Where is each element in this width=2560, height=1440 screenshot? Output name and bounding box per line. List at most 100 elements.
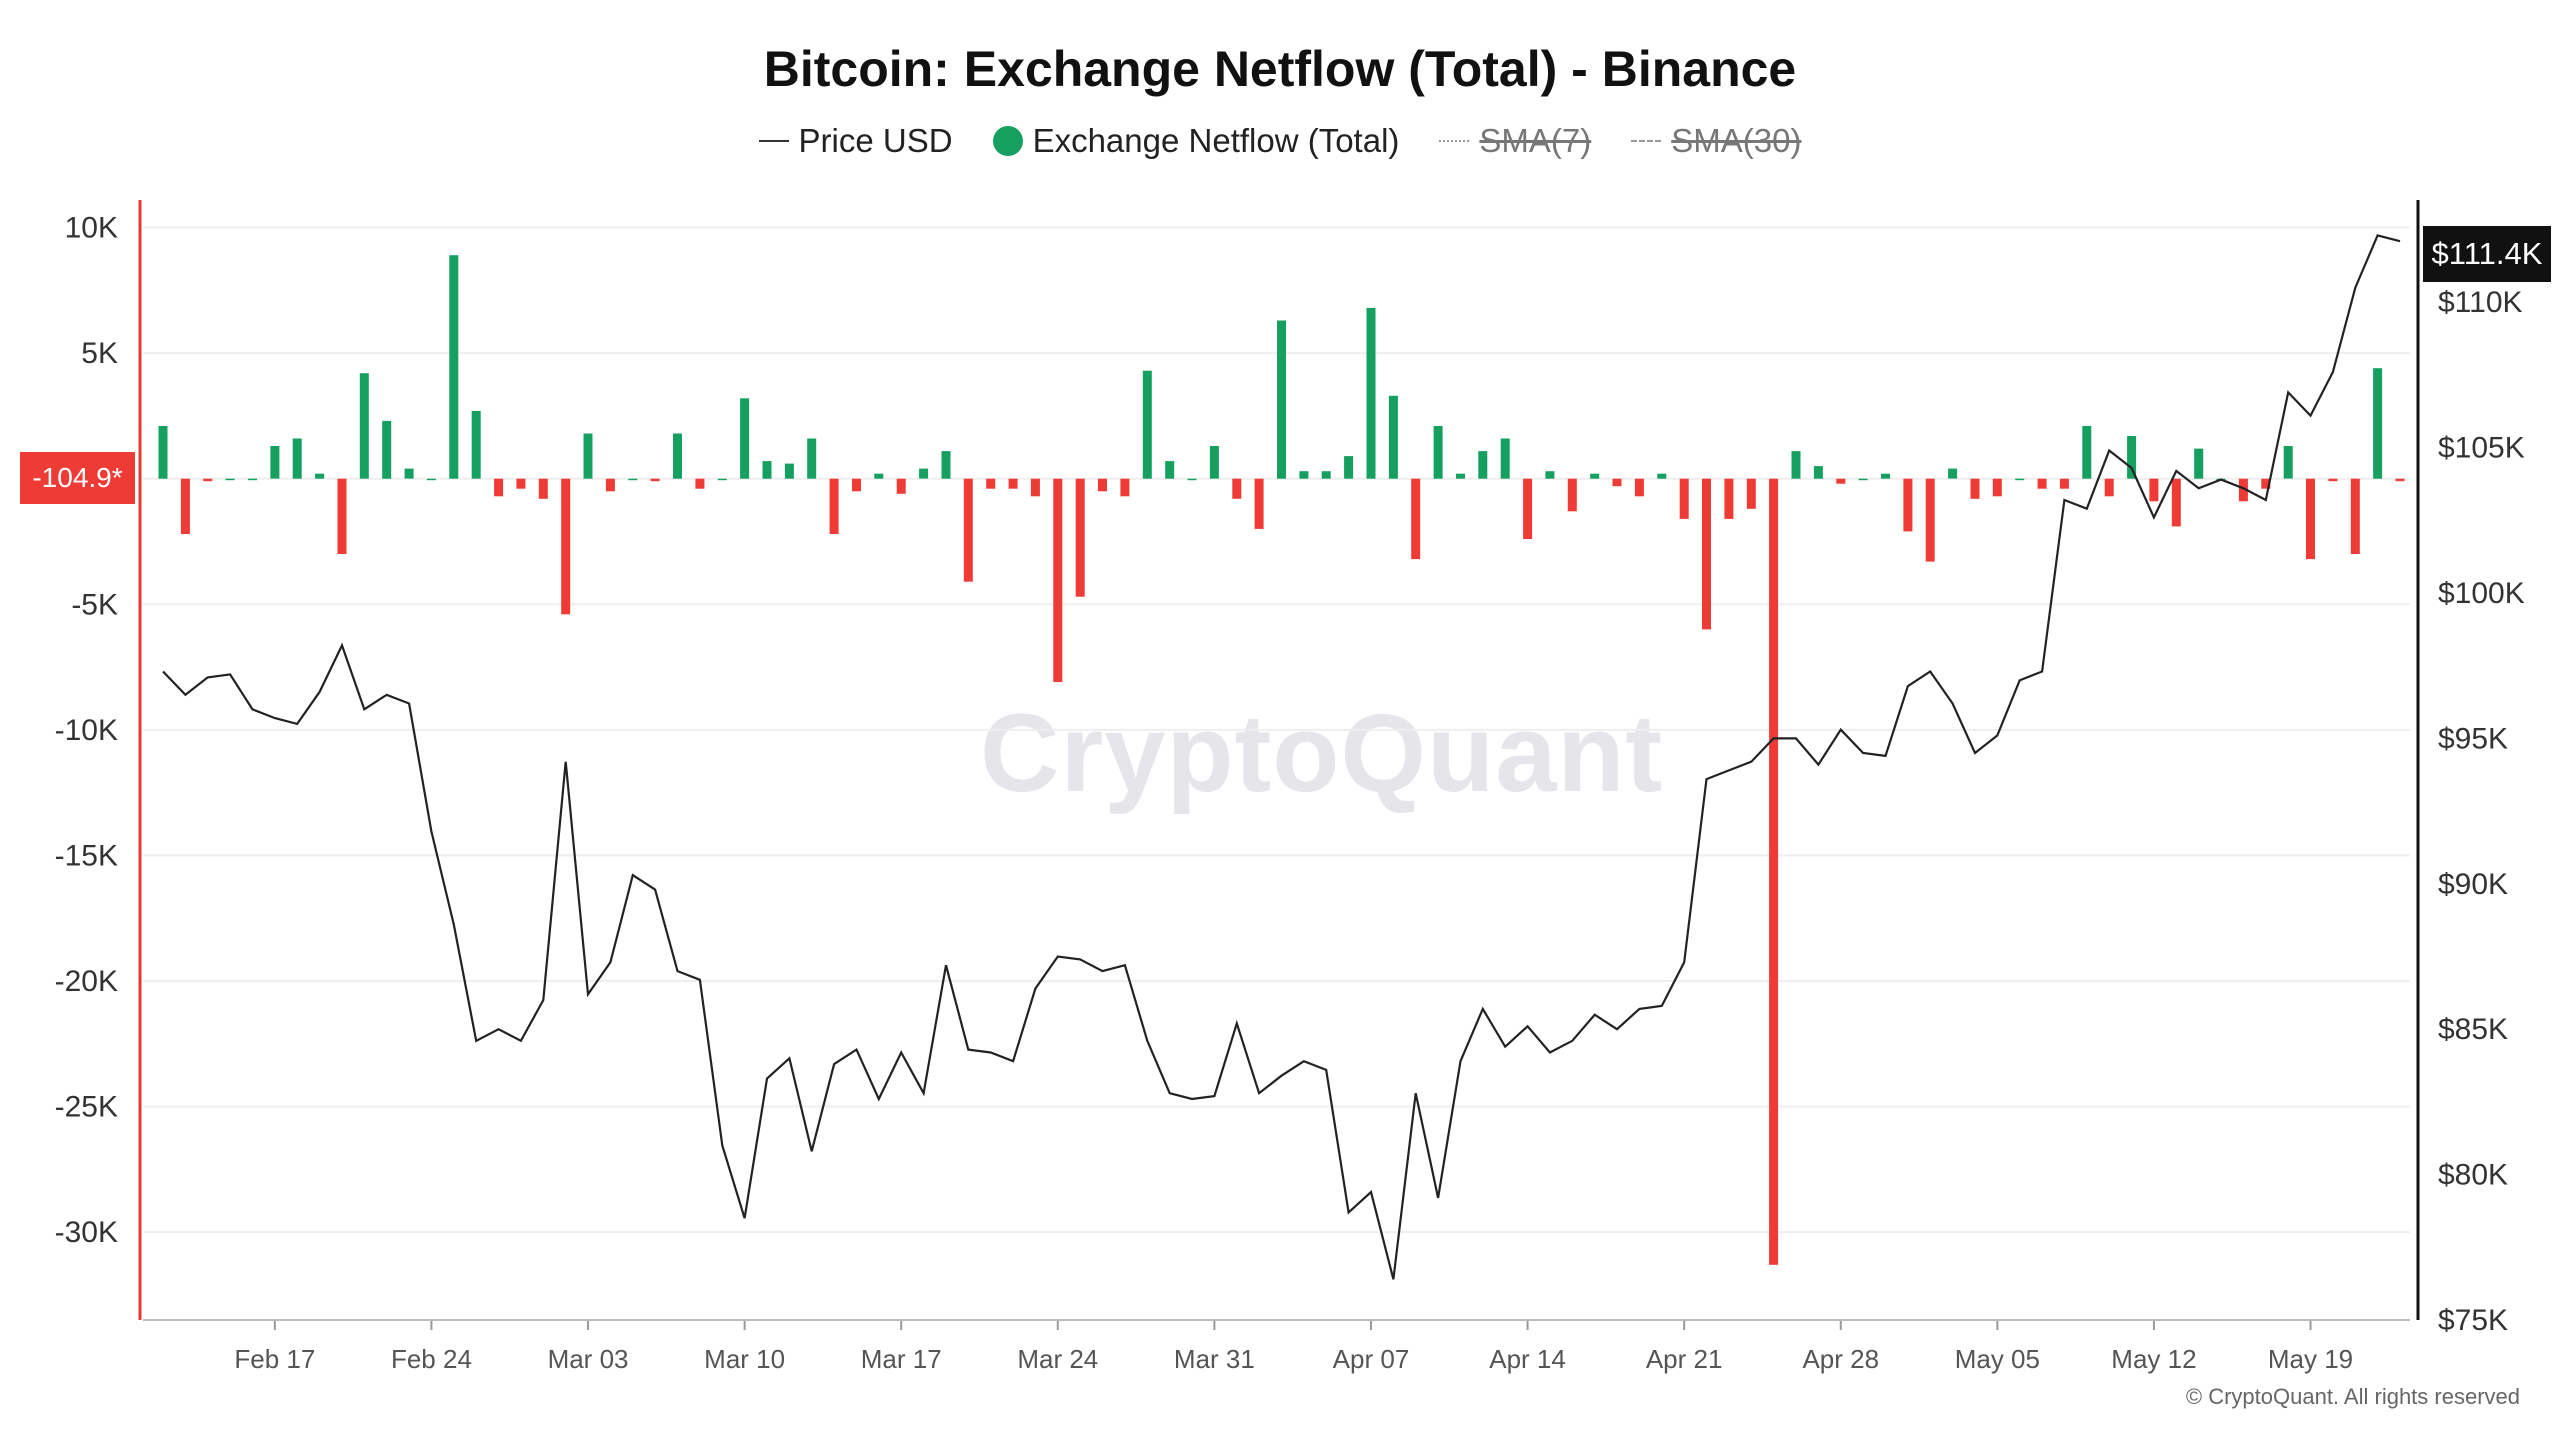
netflow-bar xyxy=(986,478,996,489)
current-netflow-badge: -104.9* xyxy=(20,452,135,504)
netflow-bar xyxy=(2350,478,2360,554)
netflow-bar xyxy=(740,398,750,479)
dashed-line-swatch-icon xyxy=(1631,140,1662,142)
netflow-bar xyxy=(1321,471,1331,479)
x-tick-label: May 05 xyxy=(1955,1344,2040,1374)
price-line-layer xyxy=(162,234,2401,1280)
x-tick-label: Apr 21 xyxy=(1646,1344,1723,1374)
netflow-bar xyxy=(919,468,929,479)
legend-label-price: Price USD xyxy=(798,122,953,159)
y-right-tick-label: $105K xyxy=(2438,432,2525,465)
netflow-bar xyxy=(1344,456,1354,479)
x-tick-label: Feb 24 xyxy=(391,1344,472,1374)
legend-label-sma7: SMA(7) xyxy=(1479,122,1592,159)
x-tick-label: May 12 xyxy=(2111,1344,2196,1374)
axes xyxy=(138,200,2420,1330)
legend-item-sma7[interactable]: SMA(7) xyxy=(1439,122,1591,160)
netflow-bar xyxy=(1881,473,1890,479)
netflow-bar xyxy=(2306,478,2315,560)
y-left-tick-label: 5K xyxy=(81,337,118,370)
price-line xyxy=(162,234,2401,1280)
netflow-bar xyxy=(762,461,772,479)
x-tick-label: May 19 xyxy=(2268,1344,2353,1374)
legend-label-netflow: Exchange Netflow (Total) xyxy=(1032,122,1400,159)
netflow-bar xyxy=(1254,478,1264,529)
netflow-bar xyxy=(1120,478,1130,497)
legend: Price USD Exchange Netflow (Total) SMA(7… xyxy=(0,122,2560,160)
y-left-tick-label: -5K xyxy=(71,588,118,621)
x-tick-label: Mar 03 xyxy=(548,1344,629,1374)
netflow-bar xyxy=(1746,478,1756,509)
netflow-bar xyxy=(315,473,325,479)
netflow-bar xyxy=(605,478,615,492)
watermark: CryptoQuant xyxy=(980,692,1664,815)
netflow-bar xyxy=(1903,478,1913,532)
netflow-bar xyxy=(1702,478,1711,630)
netflow-bar xyxy=(963,478,973,582)
netflow-bar xyxy=(1634,478,1644,497)
netflow-bar xyxy=(1433,426,1443,479)
netflow-bar xyxy=(2127,436,2137,479)
netflow-bar xyxy=(583,433,593,479)
x-tick-label: Apr 07 xyxy=(1333,1344,1410,1374)
netflow-bar xyxy=(2261,478,2271,489)
legend-item-price[interactable]: Price USD xyxy=(758,122,953,160)
netflow-bar xyxy=(1277,320,1286,479)
netflow-bar xyxy=(1165,461,1175,479)
netflow-bar xyxy=(1411,478,1421,560)
netflow-bar xyxy=(650,478,660,482)
netflow-bar xyxy=(471,410,481,479)
netflow-bar xyxy=(2149,478,2159,502)
netflow-bar xyxy=(1456,473,1465,479)
netflow-bar xyxy=(2238,478,2248,502)
netflow-bar xyxy=(1478,451,1488,479)
netflow-bar xyxy=(2283,446,2293,479)
netflow-bars xyxy=(158,255,2405,1265)
netflow-bar xyxy=(561,478,571,615)
netflow-bar xyxy=(158,426,168,479)
netflow-bar xyxy=(337,478,347,554)
legend-item-sma30[interactable]: SMA(30) xyxy=(1631,122,1801,160)
y-right-tick-label: $90K xyxy=(2438,868,2508,901)
x-tick-label: Mar 10 xyxy=(704,1344,785,1374)
netflow-bar xyxy=(896,478,906,494)
netflow-bar xyxy=(1590,473,1600,479)
netflow-bar xyxy=(2037,478,2047,489)
netflow-bar xyxy=(1098,478,1107,492)
y-left-tick-label: -20K xyxy=(55,965,118,998)
netflow-bar xyxy=(1008,478,1018,489)
grid-lines xyxy=(143,226,2410,1234)
netflow-bar xyxy=(1209,446,1219,479)
netflow-bar xyxy=(1030,478,1040,497)
netflow-bar xyxy=(1545,471,1555,479)
netflow-bar xyxy=(2194,448,2204,479)
dot-swatch-icon xyxy=(992,126,1023,156)
netflow-bar xyxy=(2104,478,2114,497)
netflow-bar xyxy=(203,478,213,482)
netflow-bar xyxy=(538,478,548,499)
netflow-bar xyxy=(717,478,727,481)
netflow-bar xyxy=(1769,478,1779,1265)
netflow-bar xyxy=(2082,426,2092,479)
legend-item-netflow[interactable]: Exchange Netflow (Total) xyxy=(992,122,1400,160)
netflow-bar xyxy=(1836,478,1846,484)
netflow-bar xyxy=(1299,471,1309,479)
netflow-bar xyxy=(426,478,436,481)
current-price-badge: $111.4K xyxy=(2423,226,2551,282)
netflow-bar xyxy=(1187,478,1197,481)
netflow-bar xyxy=(2373,368,2383,479)
x-tick-label: Apr 14 xyxy=(1489,1344,1566,1374)
netflow-bar xyxy=(2015,478,2025,481)
netflow-bar xyxy=(1053,478,1063,683)
netflow-bar xyxy=(1657,473,1667,479)
y-left-tick-label: 10K xyxy=(65,212,118,245)
netflow-bar xyxy=(248,478,257,481)
y-right-tick-label: $80K xyxy=(2438,1159,2508,1192)
netflow-bar xyxy=(2171,478,2181,527)
netflow-bar xyxy=(852,478,861,492)
netflow-bar xyxy=(516,478,526,489)
copyright-notice: © CryptoQuant. All rights reserved xyxy=(2185,1384,2520,1409)
netflow-bar xyxy=(1948,468,1958,479)
netflow-bar xyxy=(270,446,280,479)
